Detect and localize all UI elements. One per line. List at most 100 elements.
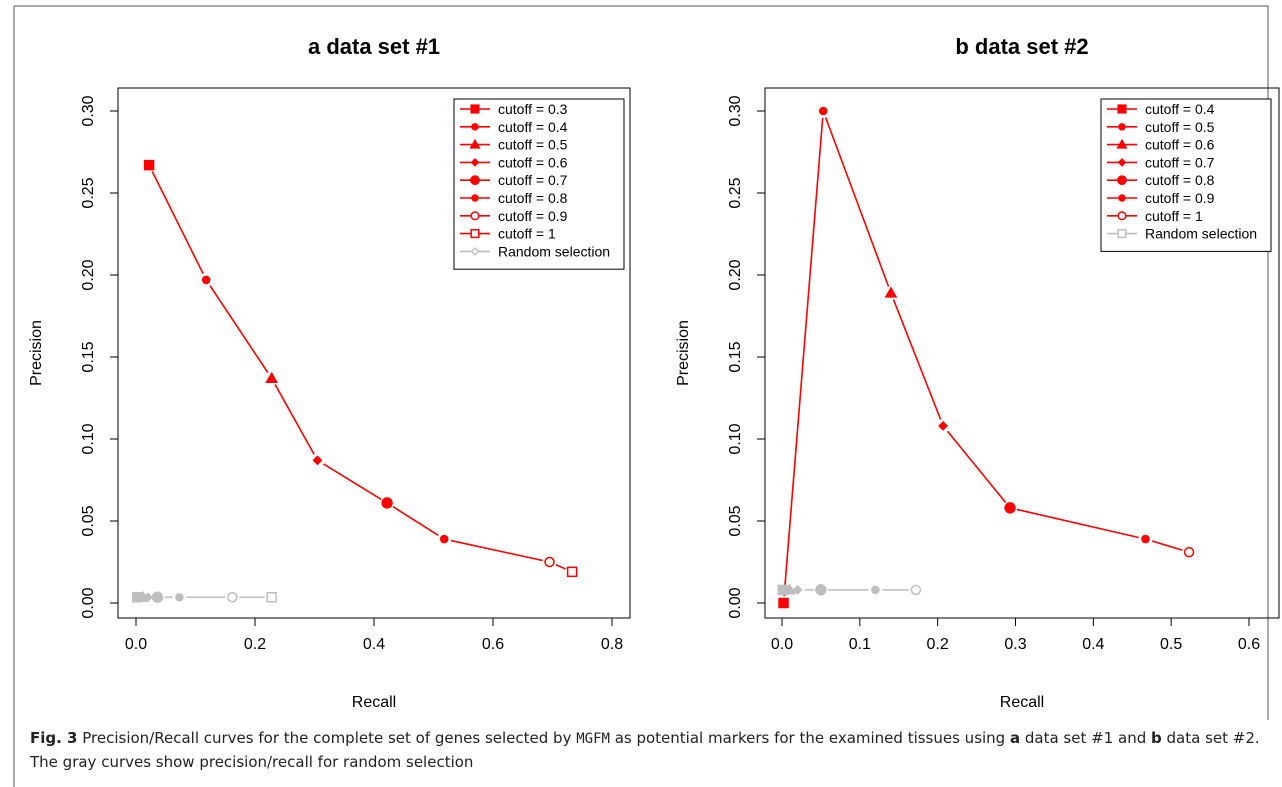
caption-text-4: data set #2. The gray curves show precis… bbox=[30, 729, 1260, 771]
panel-b-x-tick-label: 0.5 bbox=[1160, 636, 1182, 653]
panel-b-x-tick-label: 0.2 bbox=[927, 636, 949, 653]
panel-b-y-tick-label: 0.00 bbox=[727, 587, 744, 618]
panel-b-legend-label: cutoff = 0.6 bbox=[1145, 137, 1215, 153]
panel-b-x-axis-label: Recall bbox=[1000, 694, 1044, 711]
panel-b-precision-line-segment bbox=[783, 117, 824, 597]
panel-b-precision-line-segment bbox=[824, 117, 890, 287]
panel-a-random-point bbox=[151, 591, 164, 603]
caption-panel-b: b bbox=[1151, 729, 1162, 747]
panel-b-random-point bbox=[783, 583, 797, 595]
panel-b-x-tick-label: 0.6 bbox=[1238, 636, 1260, 653]
panel-a-legend-marker bbox=[471, 123, 479, 131]
panel-b-x-tick-label: 0.0 bbox=[771, 636, 793, 653]
panel-b-precision-line-segment bbox=[946, 430, 1007, 503]
panel-a-legend-label: cutoff = 1 bbox=[498, 226, 556, 242]
panel-a-y-tick-label: 0.15 bbox=[80, 341, 97, 372]
panel-b-x-tick-label: 0.1 bbox=[849, 636, 871, 653]
panel-b-random-point bbox=[815, 584, 827, 596]
panel-b-legend-marker bbox=[1117, 229, 1127, 239]
panel-a-y-tick-label: 0.10 bbox=[80, 423, 97, 454]
panel-a-legend-label: cutoff = 0.8 bbox=[498, 190, 568, 206]
panel-b-legend-marker bbox=[1117, 175, 1127, 186]
panel-a-precision-point bbox=[201, 275, 211, 285]
caption-text-3: data set #1 and bbox=[1020, 729, 1151, 747]
panel-a-precision-line-segment bbox=[450, 539, 543, 562]
caption-panel-a: a bbox=[1009, 729, 1021, 747]
panel-a-legend-marker bbox=[470, 211, 480, 221]
panel-a-y-tick-label: 0.00 bbox=[80, 587, 97, 618]
panel-a-legend-label: cutoff = 0.6 bbox=[498, 154, 568, 170]
panel-b-legend-marker bbox=[1118, 194, 1126, 202]
panel-a-y-tick-label: 0.25 bbox=[80, 177, 97, 208]
panel-a-precision-line-segment bbox=[151, 171, 204, 275]
panel-b-legend-label: Random selection bbox=[1145, 226, 1257, 242]
panel-a-legend-marker bbox=[470, 158, 480, 167]
panel-b-precision-line-segment bbox=[1151, 540, 1183, 551]
panel-a-y-axis-label: Precision bbox=[28, 320, 45, 386]
panel-a-precision-line-segment bbox=[323, 463, 382, 500]
panel-a-x-tick-label: 0.8 bbox=[601, 636, 623, 653]
panel-b-y-tick-label: 0.20 bbox=[727, 259, 744, 290]
panel-b-legend-label: cutoff = 1 bbox=[1145, 208, 1203, 224]
panel-b-y-tick-label: 0.25 bbox=[727, 177, 744, 208]
panel-a-legend-label: cutoff = 0.4 bbox=[498, 119, 568, 135]
panel-a-random-point bbox=[227, 592, 238, 603]
panel-a-precision-point bbox=[544, 556, 555, 568]
panel-a-legend-label: cutoff = 0.7 bbox=[498, 172, 568, 188]
panel-b-precision-point bbox=[818, 106, 828, 116]
panel-b-precision-line-segment bbox=[892, 299, 942, 420]
panel-a-precision-point bbox=[265, 371, 279, 383]
panel-a-legend-label: Random selection bbox=[498, 243, 610, 259]
caption-text-1: Precision/Recall curves for the complete… bbox=[77, 729, 577, 747]
panel-a-legend-label: cutoff = 0.9 bbox=[498, 208, 568, 224]
panel-a-x-tick-label: 0.4 bbox=[363, 636, 385, 653]
panel-a-legend-marker bbox=[469, 138, 481, 149]
panel-b-title: b data set #2 bbox=[955, 34, 1088, 59]
panel-b-precision-point bbox=[1183, 546, 1195, 558]
panel-a-legend-label: cutoff = 0.3 bbox=[498, 101, 568, 117]
panel-b-precision-point bbox=[778, 597, 789, 609]
panel-b-legend-marker bbox=[1117, 211, 1127, 221]
panel-b-x-tick-label: 0.4 bbox=[1082, 636, 1104, 653]
panel-b-legend-marker bbox=[1116, 138, 1128, 149]
panel-b-precision-point bbox=[1141, 534, 1150, 544]
panel-a-precision-point bbox=[381, 497, 393, 509]
panel-b-precision-point bbox=[938, 420, 949, 431]
panel-a-x-axis-label: Recall bbox=[352, 694, 396, 711]
panel-b-y-tick-label: 0.30 bbox=[727, 95, 744, 126]
panel-a-x-tick-label: 0.6 bbox=[482, 636, 504, 653]
panel-b-random-point bbox=[792, 584, 803, 595]
panel-b-legend-label: cutoff = 0.7 bbox=[1145, 154, 1215, 170]
panel-a-precision-point bbox=[566, 566, 578, 578]
caption-text-2: as potential markers for the examined ti… bbox=[609, 729, 1010, 747]
panel-a-legend-marker bbox=[471, 194, 479, 202]
precision-recall-figure: a data set #1 0.0 0.2 0.4 0.6 0.8 Recall 0.00 0.… bbox=[28, 34, 1280, 711]
panel-b-legend-label: cutoff = 0.4 bbox=[1145, 101, 1215, 117]
panel-a-y-tick-label: 0.30 bbox=[80, 95, 97, 126]
panel-b-x-tick-label: 0.3 bbox=[1004, 636, 1026, 653]
panel-a-random-point bbox=[142, 592, 153, 603]
panel-a-precision-line-segment bbox=[274, 384, 315, 455]
panel-b-precision-point bbox=[1004, 502, 1016, 514]
panel-a-title: a data set #1 bbox=[308, 34, 440, 59]
panel-a-precision-point bbox=[439, 534, 449, 544]
caption-method: MGFM bbox=[576, 731, 610, 747]
panel-a-legend-marker bbox=[470, 175, 480, 186]
panel-b-random-point bbox=[871, 585, 880, 595]
panel-a-legend-marker bbox=[470, 104, 480, 114]
panel-a-precision-point bbox=[143, 159, 155, 171]
panel-a-x-tick-label: 0.2 bbox=[244, 636, 266, 653]
panel-a-legend-marker bbox=[470, 229, 480, 239]
panel-a-precision-line-segment bbox=[555, 564, 567, 570]
panel-b-legend-label: cutoff = 0.8 bbox=[1145, 172, 1215, 188]
panel-b-precision-line-segment bbox=[1016, 508, 1139, 539]
panel-b-y-tick-label: 0.05 bbox=[727, 505, 744, 536]
panel-b-y-tick-label: 0.10 bbox=[727, 423, 744, 454]
panel-a-legend-label: cutoff = 0.5 bbox=[498, 137, 568, 153]
panel-b-precision-point bbox=[884, 286, 898, 298]
panel-a-y-tick-label: 0.20 bbox=[80, 259, 97, 290]
panel-a-random-point bbox=[175, 592, 184, 602]
panel-b-legend-label: cutoff = 0.9 bbox=[1145, 190, 1215, 206]
panel-a-legend-marker bbox=[470, 247, 480, 256]
